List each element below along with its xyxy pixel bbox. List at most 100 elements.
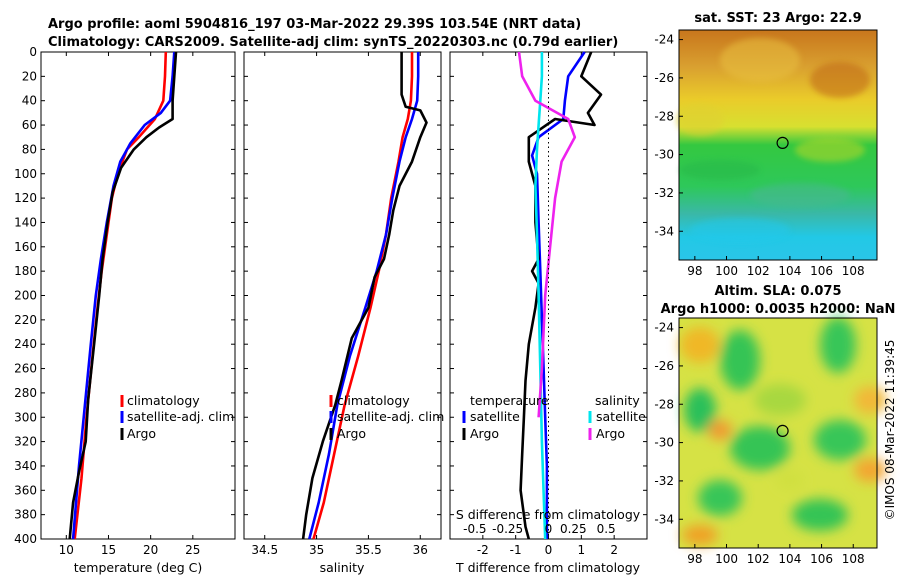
salinity-xlabel: salinity	[320, 560, 365, 575]
map-x-tick-label: 102	[747, 552, 770, 566]
x-tick-label: -2	[477, 543, 489, 557]
temperature-axes-frame	[40, 51, 236, 540]
map-x-tick-label: 104	[778, 552, 801, 566]
map-y-tick-label: -28	[654, 397, 674, 411]
sla-map-texture	[680, 317, 886, 545]
s-tick-label: 0.25	[560, 522, 587, 536]
map-x-tick-label: 108	[842, 552, 865, 566]
s-difference-ticks: -0.5 -0.25 0 0.25 0.5	[463, 522, 616, 536]
map-y-tick-label: -34	[654, 224, 674, 238]
depth-tick-label: 100	[14, 167, 37, 181]
sst-argo-location-marker	[776, 136, 789, 149]
figure-title-line1: Argo profile: aoml 5904816_197 03-Mar-20…	[48, 17, 581, 32]
sst-map-frame	[678, 29, 878, 261]
salinity-profile-panel	[243, 51, 442, 540]
sla-map-panel: Altim. SLA: 0.075 Argo h1000: 0.0035 h20…	[654, 284, 895, 566]
legend-satellite: satellite-adj. clim	[337, 409, 444, 424]
depth-tick-label: 320	[14, 435, 37, 449]
difference-x-axis: -2 -1 0 1 2	[477, 52, 618, 557]
x-tick-label: 35.5	[355, 543, 382, 557]
sla-argo-location-marker	[776, 424, 789, 437]
depth-tick-label: 200	[14, 289, 37, 303]
x-tick-label: 34.5	[251, 543, 278, 557]
sla-map-title: Altim. SLA: 0.075	[715, 284, 842, 299]
series-line-s-argo	[517, 51, 577, 418]
difference-series	[517, 51, 603, 540]
map-y-tick-label: -32	[654, 474, 674, 488]
depth-tick-label: 380	[14, 508, 37, 522]
legend-t-satellite: satellite	[470, 409, 520, 424]
s-tick-label: 0	[545, 522, 553, 536]
depth-tick-label: 280	[14, 386, 37, 400]
depth-tick-label: 340	[14, 459, 37, 473]
figure-title-line2: Climatology: CARS2009. Satellite-adj cli…	[48, 35, 618, 50]
map-y-tick-label: -30	[654, 148, 674, 162]
legend-t-argo: Argo	[470, 426, 499, 441]
map-y-tick-label: -30	[654, 436, 674, 450]
depth-tick-label: 360	[14, 483, 37, 497]
sla-map-frame	[678, 317, 878, 549]
depth-tick-label: 20	[22, 69, 37, 83]
x-tick-label: 10	[59, 543, 74, 557]
map-y-tick-label: -24	[654, 321, 674, 335]
legend-argo: Argo	[337, 426, 366, 441]
x-tick-label: 2	[610, 543, 618, 557]
x-tick-label: 36	[413, 543, 428, 557]
depth-tick-label: 220	[14, 313, 37, 327]
temperature-profile-panel	[40, 51, 236, 540]
map-y-tick-label: -26	[654, 71, 674, 85]
x-tick-label: 35	[309, 543, 324, 557]
legend-s-argo: Argo	[596, 426, 625, 441]
depth-tick-label: 300	[14, 410, 37, 424]
depth-tick-label: 80	[22, 142, 37, 156]
depth-tick-label: 40	[22, 94, 37, 108]
depth-tick-label: 120	[14, 191, 37, 205]
map-x-tick-label: 102	[747, 264, 770, 278]
difference-legend: temperature salinity satellite Argo sate…	[462, 393, 646, 441]
x-tick-label: 15	[101, 543, 116, 557]
depth-tick-label: 0	[29, 45, 37, 59]
map-x-tick-label: 106	[810, 552, 833, 566]
s-tick-label: -0.5	[463, 522, 486, 536]
depth-axis: 0 20 40 60 80 100 120 140 160 180 200 220 240 260 280 3…	[14, 45, 647, 546]
imos-timestamp: ©IMOS 08-Mar-2022 11:39:45	[883, 340, 897, 521]
salinity-axes-frame	[243, 51, 442, 540]
x-tick-label: -1	[510, 543, 522, 557]
legend-s-satellite: satellite	[596, 409, 646, 424]
legend-climatology: climatology	[127, 393, 200, 408]
sst-map-title: sat. SST: 23 Argo: 22.9	[694, 11, 861, 26]
sst-map-axes: 98 100 102 104 106 108 -24 -26 -28 -30 -32 -34	[654, 33, 864, 278]
legend-satellite: satellite-adj. clim	[127, 409, 234, 424]
map-y-tick-label: -34	[654, 512, 674, 526]
s-difference-label: S difference from climatology	[456, 507, 641, 522]
series-line-argo	[68, 51, 178, 540]
sla-map-subtitle: Argo h1000: 0.0035 h2000: NaN	[661, 302, 896, 317]
x-tick-label: 1	[578, 543, 586, 557]
x-tick-label: 20	[143, 543, 158, 557]
depth-tick-label: 400	[14, 532, 37, 546]
map-x-tick-label: 100	[715, 552, 738, 566]
map-x-tick-label: 98	[687, 552, 702, 566]
series-line-t-satellite	[530, 51, 586, 539]
temperature-x-axis: 10 15 20 25	[59, 52, 200, 557]
depth-tick-label: 140	[14, 215, 37, 229]
map-x-tick-label: 104	[778, 264, 801, 278]
legend-header-salinity: salinity	[595, 393, 640, 408]
s-tick-label: -0.25	[492, 522, 523, 536]
salinity-x-axis: 34.5 35 35.5 36	[251, 52, 428, 557]
map-y-tick-label: -24	[654, 33, 674, 47]
temperature-series	[68, 51, 178, 540]
depth-tick-label: 240	[14, 337, 37, 351]
map-y-tick-label: -28	[654, 109, 674, 123]
map-x-tick-label: 108	[842, 264, 865, 278]
legend-climatology: climatology	[337, 393, 410, 408]
legend-header-temperature: temperature	[470, 393, 549, 408]
sst-map-panel: sat. SST: 23 Argo: 22.9 98 100 102 104 106 10…	[654, 11, 878, 278]
temperature-legend: climatology satellite-adj. clim Argo	[120, 393, 234, 441]
map-x-tick-label: 106	[810, 264, 833, 278]
sla-map-axes: 98 100 102 104 106 108 -24 -26 -28 -30 -32 -34	[654, 321, 864, 566]
depth-tick-label: 160	[14, 240, 37, 254]
salinity-legend: climatology satellite-adj. clim Argo	[329, 393, 444, 441]
